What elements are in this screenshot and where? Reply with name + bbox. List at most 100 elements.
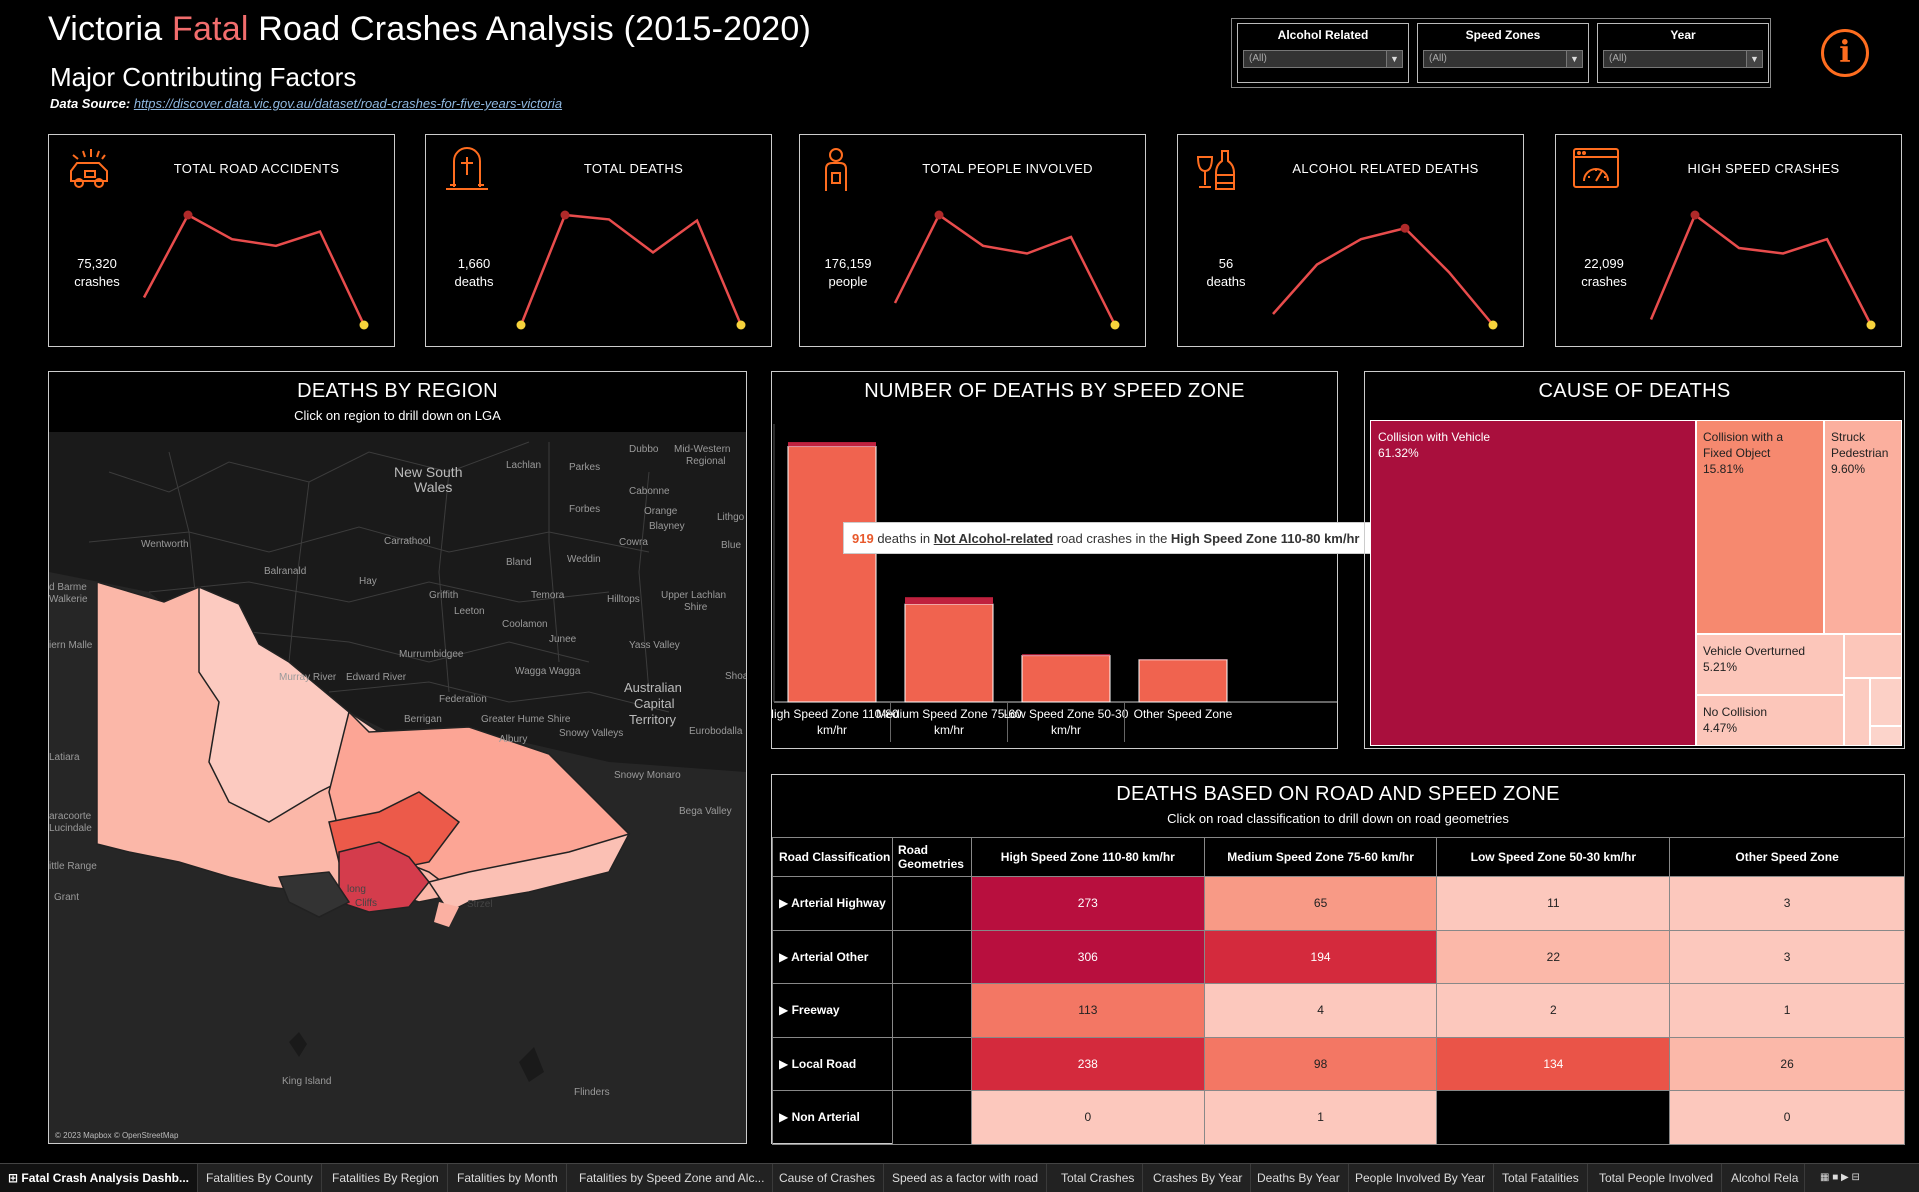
table-cell[interactable]: 134: [1436, 1036, 1671, 1091]
category-label: Medium Speed Zone 75-60: [876, 707, 1022, 721]
table-cell[interactable]: 0: [1669, 1090, 1905, 1145]
kpi-total-deaths: TOTAL DEATHS 1,660 deaths: [425, 134, 772, 347]
map-label: Wales: [414, 479, 452, 495]
table-cell[interactable]: 0: [970, 1090, 1205, 1145]
column-header[interactable]: Other Speed Zone: [1669, 837, 1905, 877]
column-header[interactable]: High Speed Zone 110-80 km/hr: [970, 837, 1205, 877]
table-cell[interactable]: 26: [1669, 1036, 1905, 1091]
table-cell[interactable]: 3: [1669, 876, 1905, 931]
treemap-no-collision[interactable]: No Collision 4.47%: [1696, 695, 1844, 746]
road-geometries-cell: [891, 983, 972, 1038]
table-cell[interactable]: 238: [970, 1036, 1205, 1091]
table-cell[interactable]: [1436, 1090, 1671, 1145]
road-classification-cell[interactable]: ▶ Non Arterial: [772, 1090, 893, 1145]
speed-zones-dropdown[interactable]: (All) ▼: [1423, 50, 1583, 68]
treemap-collision-vehicle[interactable]: Collision with Vehicle 61.32%: [1370, 420, 1696, 746]
region-geelong[interactable]: [277, 871, 351, 918]
kpi-high-speed-crashes: HIGH SPEED CRASHES 22,099 crashes: [1555, 134, 1902, 347]
tab-sheet[interactable]: People Involved By Year: [1347, 1164, 1495, 1192]
category-label: High Speed Zone 110-80: [772, 707, 899, 721]
table-cell[interactable]: 22: [1436, 929, 1671, 984]
lga-boundaries: [88, 441, 670, 713]
table-row[interactable]: ▶ Arterial Highway 273 65 11 3: [772, 876, 1905, 931]
road-classification-cell[interactable]: ▶ Arterial Highway: [772, 876, 893, 931]
map-label: Lachlan: [506, 460, 541, 471]
column-header[interactable]: Medium Speed Zone 75-60 km/hr: [1203, 837, 1438, 877]
category-label: Low Speed Zone 50-30: [1004, 707, 1129, 721]
info-icon[interactable]: i: [1821, 29, 1869, 77]
road-classification-cell[interactable]: ▶ Local Road: [772, 1036, 893, 1091]
treemap-cell[interactable]: [1844, 634, 1902, 678]
table-cell[interactable]: 194: [1203, 929, 1438, 984]
sparkline-end: [359, 320, 369, 330]
map-label: Blayney: [649, 521, 685, 532]
table-cell[interactable]: 11: [1436, 876, 1671, 931]
treemap-cell[interactable]: [1870, 678, 1902, 726]
expand-triangle-icon[interactable]: ▶: [779, 1003, 792, 1018]
title-accent: Fatal: [172, 10, 249, 48]
expand-triangle-icon[interactable]: ▶: [779, 1110, 792, 1125]
table-cell[interactable]: 2: [1436, 983, 1671, 1038]
column-header[interactable]: Low Speed Zone 50-30 km/hr: [1436, 837, 1671, 877]
table-cell[interactable]: 3: [1669, 929, 1905, 984]
map-label: Lucindale: [49, 823, 92, 834]
tab-sheet[interactable]: Fatalities By County: [198, 1164, 322, 1192]
table-cell[interactable]: 306: [970, 929, 1205, 984]
tab-view-icons[interactable]: ▦ ■ ▶ ⊟: [1820, 1172, 1860, 1183]
table-cell[interactable]: 1: [1669, 983, 1905, 1038]
expand-triangle-icon[interactable]: ▶: [779, 949, 792, 964]
map-label: Leeton: [454, 606, 485, 617]
tab-sheet[interactable]: Total People Involved: [1591, 1164, 1723, 1192]
treemap-cell[interactable]: [1844, 678, 1870, 746]
car-crash-icon: [70, 149, 108, 188]
road-classification-cell[interactable]: ▶ Arterial Other: [772, 929, 893, 984]
road-speed-table: Road Classification Road Geometries High…: [772, 837, 1905, 1145]
region-map: New South Wales Dubbo Mid-Western Region…: [49, 432, 746, 1143]
treemap-vehicle-overturned[interactable]: Vehicle Overturned 5.21%: [1696, 634, 1844, 695]
column-header[interactable]: Road Geometries: [891, 837, 972, 877]
map-subtitle: Click on region to drill down on LGA: [294, 408, 501, 423]
tab-fatal-crash-analysis[interactable]: ⊞ Fatal Crash Analysis Dashb...: [0, 1164, 198, 1192]
map-label: Capital: [634, 696, 675, 711]
sparkline-path: [142, 213, 366, 326]
road-speed-zone-panel: DEATHS BASED ON ROAD AND SPEED ZONE Clic…: [771, 774, 1905, 1145]
kpi-value: 176,159: [824, 256, 872, 271]
alcohol-icon: [1196, 150, 1235, 190]
table-row[interactable]: ▶ Non Arterial 0 1 0: [772, 1090, 1905, 1145]
treemap-struck-pedestrian[interactable]: Struck Pedestrian 9.60%: [1824, 420, 1902, 634]
expand-triangle-icon[interactable]: ▶: [779, 1056, 792, 1071]
road-classification-cell[interactable]: ▶ Freeway: [772, 983, 893, 1038]
tab-sheet[interactable]: Fatalities by Speed Zone and Alc...: [571, 1164, 774, 1192]
tab-sheet[interactable]: Alcohol Rela: [1723, 1164, 1805, 1192]
tab-sheet[interactable]: Speed as a factor with road: [884, 1164, 1048, 1192]
table-cell[interactable]: 4: [1203, 983, 1438, 1038]
table-cell[interactable]: 113: [970, 983, 1205, 1038]
map-label: Balranald: [264, 566, 306, 577]
tab-sheet[interactable]: Crashes By Year: [1145, 1164, 1252, 1192]
map-label: Bega Valley: [679, 806, 732, 817]
sparkline: [1649, 210, 1876, 330]
alcohol-related-dropdown[interactable]: (All) ▼: [1243, 50, 1403, 68]
data-source-link[interactable]: https://discover.data.vic.gov.au/dataset…: [133, 96, 563, 111]
treemap-fixed-object[interactable]: Collision with a Fixed Object 15.81%: [1696, 420, 1824, 634]
tab-sheet[interactable]: Total Crashes: [1053, 1164, 1144, 1192]
deaths-by-region-panel: DEATHS BY REGION Click on region to dril…: [48, 371, 747, 1144]
column-header[interactable]: Road Classification: [772, 837, 893, 877]
table-row[interactable]: ▶ Arterial Other 306 194 22 3: [772, 929, 1905, 984]
map-label: New South: [394, 464, 462, 480]
treemap-cell[interactable]: [1870, 726, 1902, 746]
table-cell[interactable]: 273: [970, 876, 1205, 931]
tab-sheet[interactable]: Cause of Crashes: [771, 1164, 885, 1192]
tab-sheet[interactable]: Fatalities by Month: [449, 1164, 567, 1192]
dashboard-title: Victoria Fatal Road Crashes Analysis (20…: [48, 10, 812, 48]
table-row[interactable]: ▶ Local Road 238 98 134 26: [772, 1036, 1905, 1091]
table-cell[interactable]: 98: [1203, 1036, 1438, 1091]
expand-triangle-icon[interactable]: ▶: [779, 896, 792, 911]
tab-sheet[interactable]: Total Fatalities: [1494, 1164, 1588, 1192]
year-dropdown[interactable]: (All) ▼: [1603, 50, 1763, 68]
table-cell[interactable]: 1: [1203, 1090, 1438, 1145]
tab-sheet[interactable]: Fatalities By Region: [324, 1164, 448, 1192]
table-cell[interactable]: 65: [1203, 876, 1438, 931]
tab-sheet[interactable]: Deaths By Year: [1249, 1164, 1349, 1192]
table-row[interactable]: ▶ Freeway 113 4 2 1: [772, 983, 1905, 1038]
